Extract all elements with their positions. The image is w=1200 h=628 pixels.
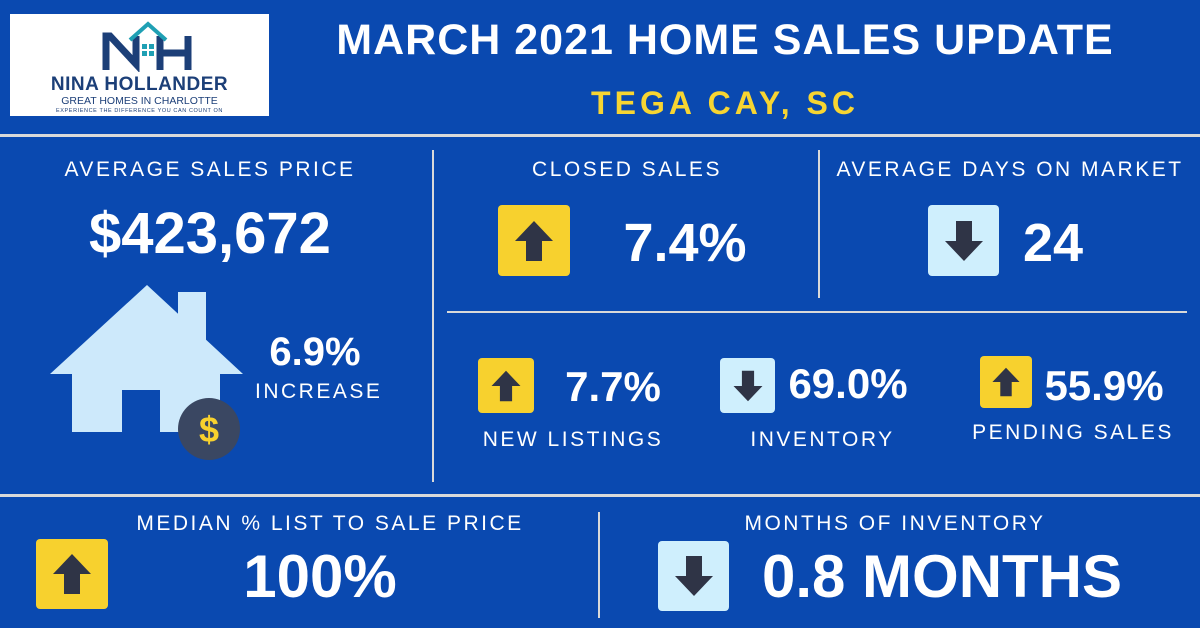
avg-sales-price-change: 6.9%	[269, 330, 361, 374]
pending-sales-arrow	[980, 356, 1032, 408]
left-column-divider	[432, 150, 434, 482]
coin-symbol: $	[199, 409, 219, 450]
header-divider	[0, 134, 1200, 137]
median-list-to-sale-arrow	[36, 539, 108, 609]
median-list-to-sale-value: 100%	[243, 543, 397, 610]
arrow-up-icon	[515, 220, 553, 261]
arrow-up-icon	[992, 367, 1020, 397]
closed-sales-value: 7.4%	[623, 213, 747, 273]
inventory-label: INVENTORY	[750, 428, 895, 451]
months-of-inventory-label: MONTHS OF INVENTORY	[744, 512, 1046, 535]
days-on-market-arrow	[928, 205, 999, 276]
top-right-divider	[818, 150, 820, 298]
months-of-inventory-arrow	[658, 541, 729, 611]
closed-sales-label: CLOSED SALES	[532, 158, 722, 181]
new-listings-value: 7.7%	[565, 363, 661, 410]
logo-name: NINA HOLLANDER	[50, 74, 229, 95]
page-title: MARCH 2021 HOME SALES UPDATE	[336, 16, 1114, 64]
inventory-arrow	[720, 358, 775, 413]
arrow-up-icon	[491, 370, 521, 401]
new-listings-label: NEW LISTINGS	[482, 428, 664, 451]
pending-sales-value: 55.9%	[1044, 362, 1164, 409]
location-subtitle: TEGA CAY, SC	[591, 85, 859, 121]
logo-tagline: EXPERIENCE THE DIFFERENCE YOU CAN COUNT …	[56, 108, 223, 114]
arrow-down-icon	[944, 220, 983, 261]
avg-sales-price-value: $423,672	[89, 201, 331, 266]
inventory-value: 69.0%	[788, 360, 908, 407]
pending-sales-label: PENDING SALES	[972, 421, 1174, 444]
median-list-to-sale-label: MEDIAN % LIST TO SALE PRICE	[136, 512, 524, 535]
avg-sales-price-change-word: INCREASE	[255, 380, 383, 403]
house-dollar-icon: $	[50, 285, 243, 460]
arrow-down-icon	[674, 556, 713, 596]
days-on-market-label: AVERAGE DAYS ON MARKET	[836, 158, 1184, 181]
arrow-down-icon	[733, 370, 762, 401]
middle-right-divider	[447, 311, 1187, 313]
days-on-market-value: 24	[1022, 213, 1084, 273]
logo-subtitle: GREAT HOMES IN CHARLOTTE	[61, 95, 218, 107]
months-of-inventory-value: 0.8 MONTHS	[761, 543, 1123, 610]
bottom-column-divider	[598, 512, 600, 618]
nh-monogram-icon	[102, 21, 192, 72]
logo: NINA HOLLANDER GREAT HOMES IN CHARLOTTE …	[10, 14, 269, 116]
arrow-up-icon	[53, 554, 91, 594]
avg-sales-price-label: AVERAGE SALES PRICE	[64, 158, 356, 181]
bottom-section-divider	[0, 494, 1200, 497]
new-listings-arrow	[478, 358, 534, 413]
closed-sales-arrow	[498, 205, 570, 276]
